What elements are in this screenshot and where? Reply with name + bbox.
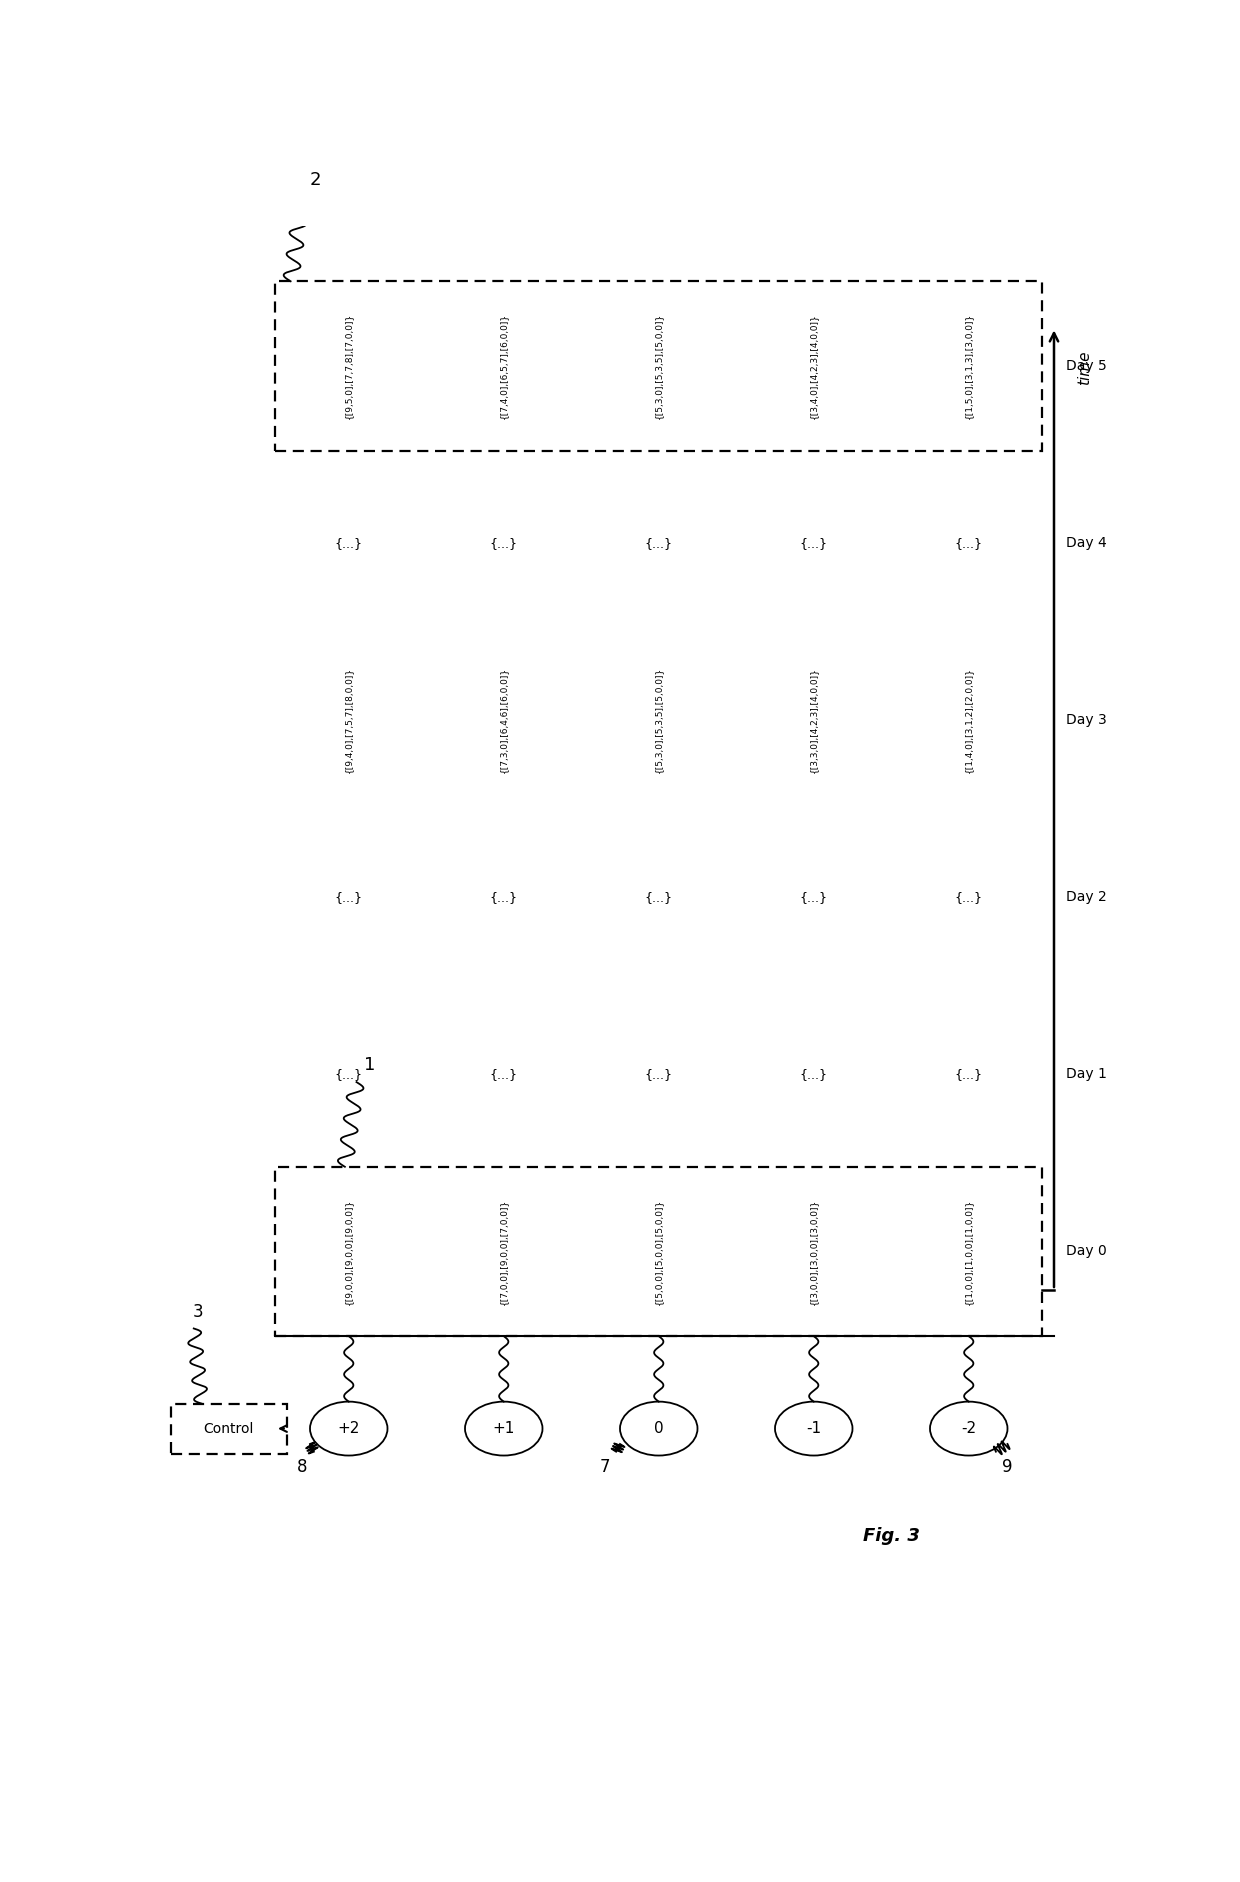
Text: {...}: {...} (955, 1067, 983, 1080)
Text: {[7,4,0],[6,5,7],[6,0,0]}: {[7,4,0],[6,5,7],[6,0,0]} (500, 312, 508, 420)
Text: {[1,5,0],[3,1,3],[3,0,0]}: {[1,5,0],[3,1,3],[3,0,0]} (965, 312, 973, 420)
Text: {[7,0,0],[9,0,0],[7,0,0]}: {[7,0,0],[9,0,0],[7,0,0]} (500, 1199, 508, 1304)
Text: {...}: {...} (645, 1067, 673, 1080)
Text: {[9,5,0],[7,7,8],[7,0,0]}: {[9,5,0],[7,7,8],[7,0,0]} (345, 312, 353, 420)
Text: {...}: {...} (645, 536, 673, 550)
Bar (171, 1404, 286, 1453)
Text: +2: +2 (337, 1421, 360, 1436)
Text: 9: 9 (1002, 1459, 1013, 1475)
Text: {...}: {...} (955, 890, 983, 903)
Text: 7: 7 (599, 1459, 610, 1475)
Text: {...}: {...} (335, 536, 363, 550)
Text: {...}: {...} (800, 890, 828, 903)
Text: {[3,0,0],[3,0,0],[3,0,0]}: {[3,0,0],[3,0,0],[3,0,0]} (810, 1199, 818, 1304)
Text: {...}: {...} (800, 1067, 828, 1080)
Text: {[5,0,0],[5,0,0],[5,0,0]}: {[5,0,0],[5,0,0],[5,0,0]} (655, 1199, 663, 1304)
Text: Control: Control (203, 1421, 254, 1436)
Text: 0: 0 (653, 1421, 663, 1436)
Text: 3: 3 (192, 1302, 203, 1321)
Text: {...}: {...} (800, 536, 828, 550)
Text: {[3,3,0],[4,2,3],[4,0,0]}: {[3,3,0],[4,2,3],[4,0,0]} (810, 668, 818, 774)
Text: {[5,3,0],[5,3,5],[5,0,0]}: {[5,3,0],[5,3,5],[5,0,0]} (655, 666, 663, 774)
Text: {...}: {...} (955, 536, 983, 550)
Text: 8: 8 (298, 1459, 308, 1475)
Text: Day 4: Day 4 (1065, 536, 1106, 550)
Text: -2: -2 (961, 1421, 976, 1436)
Text: time: time (1078, 350, 1092, 386)
Text: {...}: {...} (490, 890, 518, 903)
Text: Day 2: Day 2 (1065, 890, 1106, 903)
Text: +1: +1 (492, 1421, 515, 1436)
Text: Day 1: Day 1 (1065, 1067, 1106, 1082)
Text: Day 5: Day 5 (1065, 359, 1106, 373)
Bar (275, 280, 1043, 450)
Text: Fig. 3: Fig. 3 (863, 1528, 920, 1545)
Text: {...}: {...} (335, 1067, 363, 1080)
Text: {[9,0,0],[9,0,0],[9,0,0]}: {[9,0,0],[9,0,0],[9,0,0]} (345, 1199, 353, 1304)
Text: {[5,3,0],[5,3,5],[5,0,0]}: {[5,3,0],[5,3,5],[5,0,0]} (655, 312, 663, 420)
Ellipse shape (465, 1402, 543, 1455)
Text: {...}: {...} (490, 536, 518, 550)
Text: 2: 2 (310, 171, 321, 188)
Ellipse shape (310, 1402, 387, 1455)
Text: 1: 1 (365, 1056, 376, 1075)
Bar (275, 1167, 1043, 1336)
Text: {[3,4,0],[4,2,3],[4,0,0]}: {[3,4,0],[4,2,3],[4,0,0]} (810, 312, 818, 420)
Ellipse shape (930, 1402, 1007, 1455)
Ellipse shape (775, 1402, 853, 1455)
Text: {...}: {...} (490, 1067, 518, 1080)
Text: {[7,3,0],[6,4,6],[6,0,0]}: {[7,3,0],[6,4,6],[6,0,0]} (500, 666, 508, 774)
Text: {...}: {...} (645, 890, 673, 903)
Text: {[9,4,0],[7,5,7],[8,0,0]}: {[9,4,0],[7,5,7],[8,0,0]} (345, 666, 353, 774)
Text: {[1,0,0],[1,0,0],[1,0,0]}: {[1,0,0],[1,0,0],[1,0,0]} (965, 1199, 973, 1304)
Text: -1: -1 (806, 1421, 821, 1436)
Text: Day 0: Day 0 (1065, 1244, 1106, 1259)
Text: {[1,4,0],[3,1,2],[2,0,0]}: {[1,4,0],[3,1,2],[2,0,0]} (965, 668, 973, 774)
Ellipse shape (620, 1402, 697, 1455)
Text: Day 3: Day 3 (1065, 713, 1106, 726)
Text: {...}: {...} (335, 890, 363, 903)
